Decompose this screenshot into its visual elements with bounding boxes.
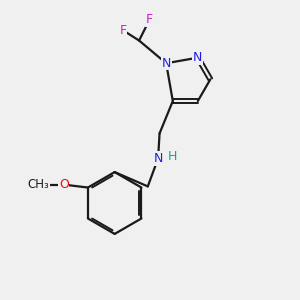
Text: CH₃: CH₃ <box>27 178 49 191</box>
Text: O: O <box>59 178 69 191</box>
Text: N: N <box>161 57 171 70</box>
Text: H: H <box>168 151 178 164</box>
Text: F: F <box>146 14 153 26</box>
Text: N: N <box>153 152 163 165</box>
Text: N: N <box>193 51 203 64</box>
Text: F: F <box>119 24 127 37</box>
